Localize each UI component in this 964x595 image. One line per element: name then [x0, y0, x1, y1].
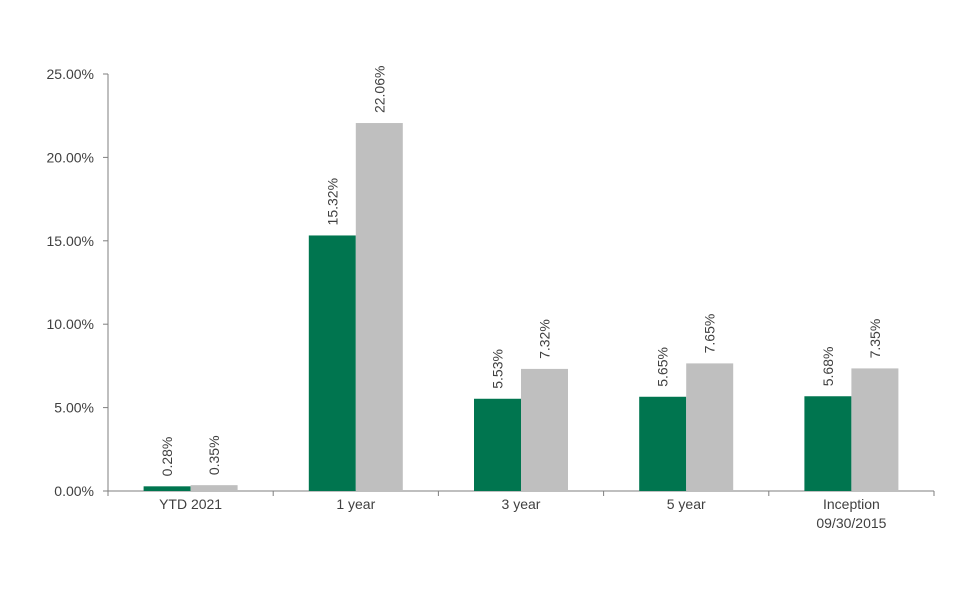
bar: [308, 235, 356, 491]
x-category-label: YTD 2021: [159, 496, 222, 512]
bar: [639, 396, 687, 491]
y-tick-label: 5.00%: [54, 400, 94, 416]
y-tick-label: 10.00%: [47, 316, 94, 332]
bar: [804, 396, 852, 491]
bar-value-label: 22.06%: [371, 66, 387, 113]
x-category-label-line: 1 year: [336, 496, 375, 512]
x-category-label: 3 year: [502, 496, 541, 512]
bar: [143, 486, 191, 491]
data-labels: 0.28% 15.32% 5.53% 5.65% 5.68% 0.35% 22.06% 7.3…: [159, 66, 883, 477]
bar: [355, 123, 403, 492]
x-category-label-line: 5 year: [667, 496, 706, 512]
bar-value-label: 0.35%: [206, 435, 222, 475]
y-tick-label: 20.00%: [47, 149, 94, 165]
x-category-label: Inception 09/30/2015: [816, 496, 886, 531]
y-axis: 0.00% 5.00% 10.00% 15.00% 20.00% 25.00%: [47, 66, 109, 499]
bars: [143, 123, 899, 492]
bar: [521, 368, 568, 491]
x-category-label-line: 09/30/2015: [816, 515, 886, 531]
bar: [851, 368, 899, 491]
bar: [190, 485, 238, 491]
bar-value-label: 0.28%: [159, 437, 175, 477]
bar-value-label: 15.32%: [324, 178, 340, 225]
bar-value-label: 7.35%: [867, 319, 883, 359]
x-category-label-line: Inception: [823, 496, 880, 512]
x-category-label-line: 3 year: [502, 496, 541, 512]
bar-value-label: 7.65%: [702, 314, 718, 354]
y-tick-label: 0.00%: [54, 483, 94, 499]
bar-value-label: 5.65%: [655, 347, 671, 387]
x-category-label: 5 year: [667, 496, 706, 512]
x-category-label: 1 year: [336, 496, 375, 512]
x-category-label-line: YTD 2021: [159, 496, 222, 512]
bar: [686, 363, 734, 491]
y-tick-label: 25.00%: [47, 66, 94, 82]
y-tick-label: 15.00%: [47, 233, 94, 249]
bar-value-label: 5.53%: [490, 349, 506, 389]
x-axis: YTD 2021 1 year 3 year 5 year Inception 09/30…: [107, 490, 935, 531]
bar-value-label: 5.68%: [820, 347, 836, 387]
bar: [474, 398, 521, 491]
bar-value-label: 7.32%: [537, 319, 553, 359]
